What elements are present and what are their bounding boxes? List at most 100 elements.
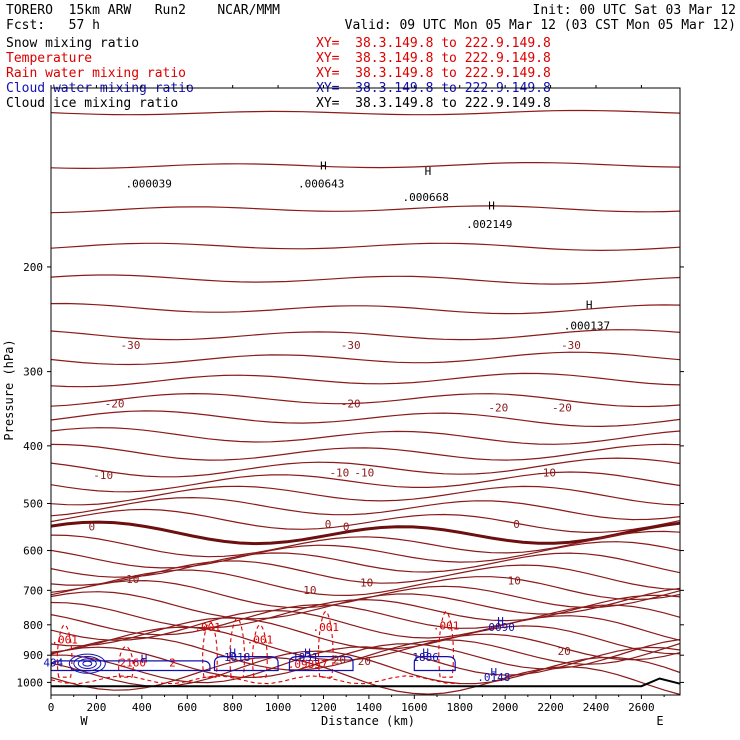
model-title: TORERO 15km ARW Run2 NCAR/MMM <box>6 3 280 18</box>
x-tick-label: 2600 <box>628 701 655 714</box>
x-tick-label: 2400 <box>583 701 610 714</box>
x-tick-label: 2000 <box>492 701 519 714</box>
x-tick-label: 0 <box>48 701 55 714</box>
isotherm <box>50 603 681 636</box>
forecast-hour: Fcst: 57 h <box>6 18 100 33</box>
snow-label: .002149 <box>466 218 512 231</box>
rain-label: 2160 <box>119 656 146 669</box>
rain-label: 2 <box>169 656 176 669</box>
rain-label: .001 <box>433 620 460 633</box>
plot-frame <box>50 87 681 696</box>
terrain-line <box>51 677 681 688</box>
cloud-contour <box>213 656 279 672</box>
temperature-label: -20 <box>105 398 125 411</box>
y-axis-label: Pressure (hPa) <box>2 339 16 440</box>
temperature-label: 0 <box>343 520 350 533</box>
y-tick-label: 900 <box>23 649 43 662</box>
isotherm <box>50 109 681 116</box>
snow-label: H <box>586 299 593 312</box>
snow-label: H <box>488 199 495 212</box>
y-tick-label: 700 <box>23 584 43 597</box>
cloud-label: H <box>304 647 311 660</box>
field-name-temperature: Temperature <box>6 51 93 66</box>
temperature-label: -20 <box>552 401 572 414</box>
x-tick-label: 600 <box>177 701 197 714</box>
field-xy-cloud-ice: XY= 38.3.149.8 to 222.9.149.8 <box>316 96 551 111</box>
cloud-label: 1818 <box>224 651 251 664</box>
cloud-core <box>82 660 93 667</box>
y-tick-label: 300 <box>23 366 43 379</box>
isotherm <box>50 496 681 521</box>
cloud-contour <box>413 656 456 672</box>
cloud-label: .0090 <box>482 621 515 634</box>
y-tick-label: 1000 <box>17 676 44 689</box>
isotherm <box>50 457 681 478</box>
isotherm <box>50 552 681 578</box>
field-xy-snow: XY= 38.3.149.8 to 222.9.149.8 <box>316 36 551 51</box>
axes: 0 200 400 600 800 1000 1200 1400 1600 1800 2000 220… <box>17 85 684 714</box>
rain-plume <box>438 611 454 678</box>
temperature-label: 0 <box>89 520 96 533</box>
isotherm <box>50 609 681 641</box>
cloud-contour <box>288 656 354 672</box>
temperature-label: -10 <box>354 466 374 479</box>
y-tick-label: 500 <box>23 497 43 510</box>
isotherm <box>50 205 681 214</box>
rain-base <box>50 675 460 685</box>
isotherm <box>50 392 681 408</box>
rain-plume <box>317 611 334 678</box>
y-tick-label: 200 <box>23 261 43 274</box>
isotherm <box>50 427 681 445</box>
field-name-cloud-ice: Cloud ice mixing ratio <box>6 96 179 111</box>
temperature-label: 0 <box>513 518 520 531</box>
temperature-label: 0 <box>325 518 332 531</box>
rain-plume <box>118 645 134 678</box>
temperature-label: -30 <box>341 339 361 352</box>
left-end-label: W <box>80 714 88 728</box>
temperature-label: 10 <box>508 575 521 588</box>
x-tick-label: 1200 <box>310 701 337 714</box>
contour-labels: -30 -30 -30-20 -20 -20 -20-10 -10 -10 -100 0 0 0101… <box>43 159 610 684</box>
cloud-core <box>73 655 102 672</box>
x-tick-label: 200 <box>86 701 106 714</box>
rain-plume <box>56 624 73 678</box>
temperature-label: -10 <box>93 469 113 482</box>
temperature-label: -10 <box>329 466 349 479</box>
y-tick-label: 400 <box>23 440 43 453</box>
rain-plume <box>202 621 218 678</box>
isotherm <box>50 541 681 569</box>
snow-label: .000643 <box>298 177 344 190</box>
temperature-label: 10 <box>126 573 139 586</box>
temperature-label: -30 <box>121 339 141 352</box>
cloud-core <box>77 658 97 669</box>
x-tick-label: 800 <box>223 701 243 714</box>
rain-label: .09857 <box>288 658 328 671</box>
isotherm <box>50 617 681 655</box>
init-time: Init: 00 UTC Sat 03 Mar 12 <box>532 3 737 18</box>
rain-label: .001 <box>51 633 78 646</box>
temperature-label: -20 <box>488 401 508 414</box>
isotherm <box>50 530 681 558</box>
isotherm <box>50 372 681 388</box>
cloud-label: .0148 <box>477 671 510 684</box>
snow-label: .000668 <box>402 191 448 204</box>
cloud-label: 1831 <box>292 651 319 664</box>
cloud-label: H <box>229 647 236 660</box>
isotherm <box>50 508 681 534</box>
temperature-label: 20 <box>558 645 571 658</box>
isotherm <box>50 471 681 493</box>
isotherm <box>50 520 681 546</box>
snow-label: H <box>425 165 432 178</box>
isotherm <box>50 594 681 629</box>
isotherm <box>50 485 681 506</box>
cloud-label: H <box>490 666 497 679</box>
temperature-label: -20 <box>341 398 361 411</box>
cloud-core <box>68 653 106 674</box>
x-tick-label: 1400 <box>356 701 383 714</box>
cloud-label: H <box>422 647 429 660</box>
x-tick-label: 1800 <box>446 701 473 714</box>
rain-contours <box>50 611 460 685</box>
isotherm <box>50 242 681 252</box>
field-name-snow: Snow mixing ratio <box>6 36 140 51</box>
